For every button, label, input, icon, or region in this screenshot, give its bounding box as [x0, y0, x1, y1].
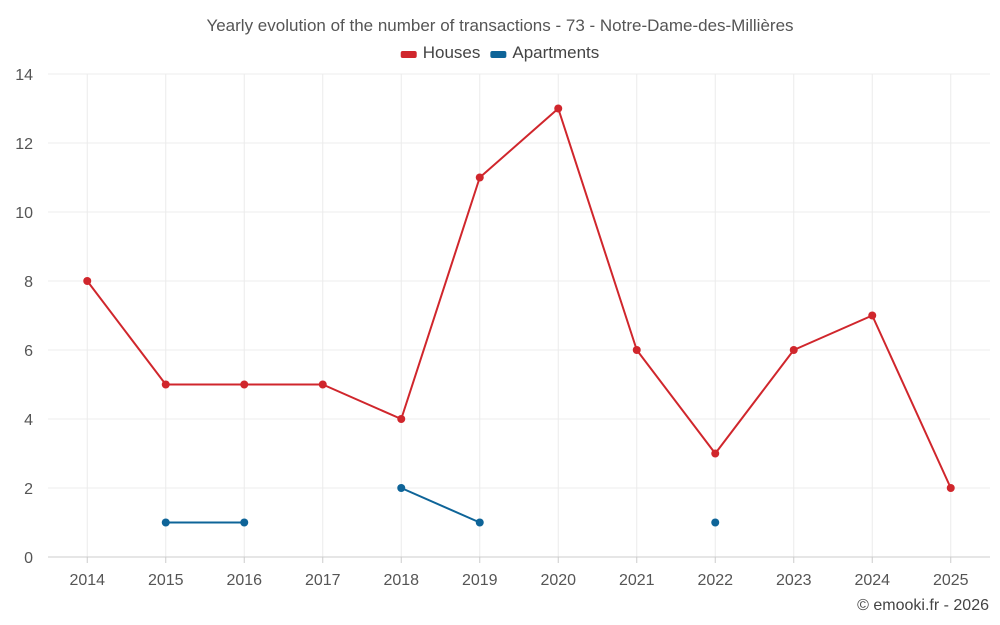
x-tick-label: 2024	[854, 572, 890, 589]
apartments-point-2018[interactable]	[397, 484, 406, 492]
x-tick-label: 2023	[776, 572, 812, 589]
x-tick-label: 2025	[933, 572, 969, 589]
houses-point-2023[interactable]	[789, 346, 798, 354]
y-tick-label: 14	[15, 67, 33, 84]
y-tick-label: 12	[15, 136, 33, 153]
houses-point-2018[interactable]	[397, 415, 406, 423]
legend-item-apartments[interactable]: Apartments	[490, 43, 599, 62]
x-tick-label: 2019	[462, 572, 498, 589]
houses-point-2016[interactable]	[240, 380, 249, 389]
y-tick-label: 0	[24, 550, 33, 567]
houses-line	[86, 107, 952, 489]
houses-point-2022[interactable]	[711, 449, 720, 458]
legend[interactable]: Houses Apartments	[400, 43, 600, 62]
legend-swatch	[400, 51, 417, 58]
x-tick-label: 2021	[619, 572, 655, 589]
houses-point-2019[interactable]	[475, 173, 484, 182]
apartments-point-2015[interactable]	[161, 518, 170, 527]
x-axis: 2014 2015 2016 2017 2018 2019 2020 2021 2022 2023…	[48, 556, 990, 589]
x-tick-label: 2015	[148, 572, 184, 589]
houses-point-2017[interactable]	[318, 380, 327, 389]
series-group	[83, 104, 955, 527]
legend-label: Apartments	[512, 43, 599, 62]
houses-point-2014[interactable]	[83, 277, 92, 285]
y-tick-label: 4	[24, 412, 33, 429]
apartments-point-2016[interactable]	[240, 518, 249, 527]
chart-title: Yearly evolution of the number of transa…	[206, 16, 793, 35]
legend-item-houses[interactable]: Houses	[400, 43, 481, 62]
x-tick-label: 2018	[383, 572, 419, 589]
y-tick-label: 6	[24, 343, 33, 360]
credit-text: © emooki.fr - 2026	[857, 597, 989, 614]
houses-point-2020[interactable]	[554, 104, 563, 113]
y-tick-label: 8	[24, 274, 33, 291]
grid	[48, 73, 990, 557]
y-tick-label: 2	[24, 481, 33, 498]
x-tick-label: 2022	[697, 572, 733, 589]
x-tick-label: 2020	[540, 572, 576, 589]
x-tick-label: 2014	[69, 572, 105, 589]
y-tick-label: 10	[15, 205, 33, 222]
houses-point-2025[interactable]	[946, 484, 955, 492]
legend-swatch	[490, 51, 507, 58]
apartments-line	[400, 487, 481, 524]
houses-point-2024[interactable]	[868, 311, 877, 320]
apartments-point-2019[interactable]	[475, 518, 484, 527]
houses-point-2021[interactable]	[632, 346, 641, 354]
houses-point-2015[interactable]	[161, 380, 170, 389]
x-tick-label: 2017	[305, 572, 341, 589]
apartments-point-2022[interactable]	[711, 518, 720, 527]
x-tick-label: 2016	[226, 572, 262, 589]
legend-label: Houses	[423, 43, 481, 62]
y-axis: 0 2 4 6 8 10 12 14	[15, 67, 33, 567]
